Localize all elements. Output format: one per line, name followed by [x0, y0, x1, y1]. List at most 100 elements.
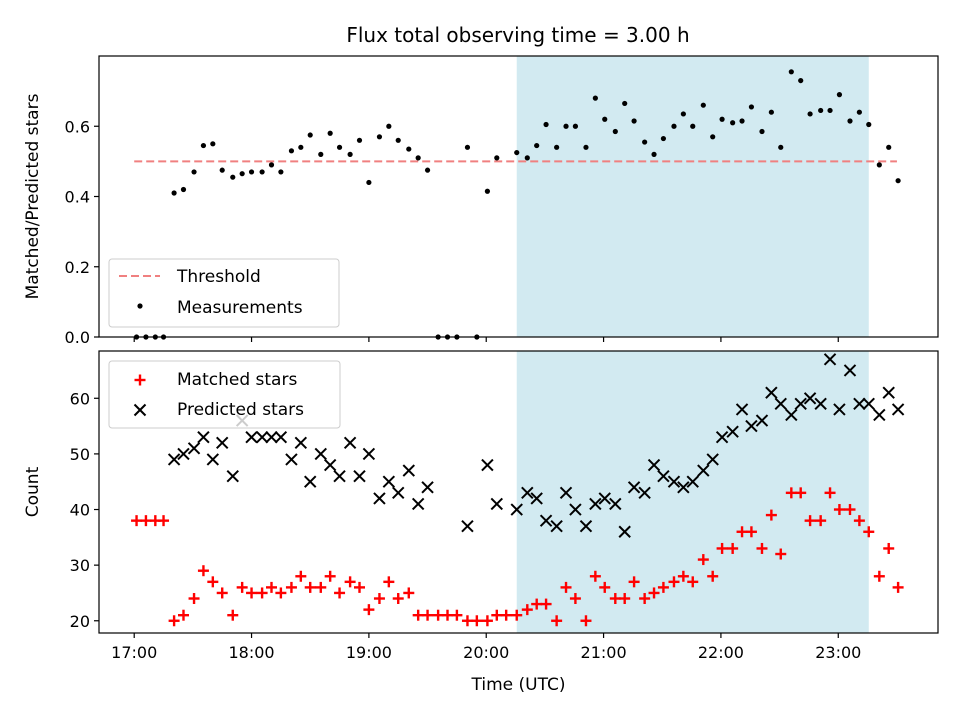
matched-stars-point: [422, 609, 434, 621]
matched-stars-point: [432, 609, 444, 621]
matched-stars-point: [442, 609, 454, 621]
measurement-point: [642, 139, 648, 145]
y-tick-label: 60: [70, 389, 90, 408]
predicted-stars-point: [755, 414, 769, 427]
measurement-point: [347, 151, 353, 157]
predicted-stars-point: [794, 397, 807, 411]
matched-stars-point: [727, 542, 739, 554]
predicted-stars-point: [765, 386, 778, 399]
top-y-axis-label: Matched/Predicted stars: [23, 93, 43, 299]
predicted-stars-point: [891, 403, 905, 416]
top-legend: Threshold Measurements: [108, 258, 340, 328]
predicted-stars-point: [343, 436, 357, 449]
predicted-stars-point: [706, 453, 719, 466]
matched-stars-point: [207, 576, 219, 588]
predicted-stars-point: [647, 458, 661, 472]
top-y-axis-ticks: 0.0 0.2 0.4 0.6: [65, 117, 99, 347]
predicted-stars-point: [657, 469, 670, 483]
matched-stars-point: [551, 615, 563, 627]
predicted-stars-point: [559, 486, 573, 500]
matched-stars-point: [892, 581, 904, 593]
predicted-stars-point: [421, 481, 434, 494]
matched-stars-point: [451, 609, 463, 621]
x-axis-label: Time (UTC): [471, 675, 566, 695]
matched-stars-point: [315, 581, 327, 593]
matched-stars-point: [471, 615, 483, 627]
predicted-stars-point: [598, 492, 611, 505]
measurement-point: [524, 155, 530, 161]
predicted-stars-point: [265, 431, 278, 444]
predicted-stars-point: [167, 453, 181, 466]
bottom-legend: Matched stars Predicted stars: [108, 360, 341, 429]
measurement-point: [886, 144, 892, 150]
predicted-stars-point: [569, 503, 582, 516]
predicted-stars-point: [686, 475, 699, 488]
matched-stars-point: [481, 615, 493, 627]
matched-stars-point: [140, 515, 152, 527]
matched-stars-point: [873, 570, 885, 582]
measurement-point: [386, 123, 392, 129]
measurement-point: [866, 121, 872, 128]
predicted-stars-point: [803, 392, 817, 405]
predicted-stars-point: [814, 397, 827, 411]
predicted-stars-point: [510, 503, 523, 516]
y-tick-label: 40: [70, 501, 90, 520]
predicted-stars-point: [392, 486, 405, 500]
matched-stars-point: [461, 615, 473, 627]
matched-stars-point: [628, 576, 640, 588]
y-tick-label: 0.0: [65, 328, 90, 347]
measurement-point: [230, 174, 236, 180]
legend-matched-label: Matched stars: [177, 370, 297, 390]
predicted-stars-point: [187, 442, 201, 455]
matched-stars-point: [609, 593, 621, 605]
measurement-point: [719, 116, 725, 122]
measurement-point: [778, 144, 784, 150]
bottom-x-axis-ticks: 17:00 18:00 19:00 20:00 21:00 22:00 23:00: [111, 633, 861, 662]
x-tick-label: 20:00: [463, 643, 509, 662]
x-tick-label: 21:00: [581, 643, 627, 662]
predicted-stars-point: [862, 397, 875, 411]
measurement-point: [856, 109, 862, 115]
matched-stars-point: [687, 576, 699, 588]
y-tick-label: 0.4: [65, 188, 90, 207]
measurement-point: [464, 144, 471, 150]
matched-stars-point: [648, 587, 660, 599]
measurement-point: [807, 111, 813, 117]
predicted-stars-point: [745, 419, 758, 433]
matched-stars-point: [334, 587, 346, 599]
x-tick-label: 19:00: [346, 643, 392, 662]
measurement-point: [876, 162, 882, 168]
matched-stars-point: [883, 542, 895, 554]
measurement-point: [554, 144, 560, 150]
predicted-stars-point: [667, 475, 681, 488]
predicted-stars-point: [481, 458, 494, 472]
predicted-stars-point: [216, 436, 229, 449]
measurement-point: [298, 144, 304, 150]
matched-stars-point: [491, 609, 503, 621]
measurement-point: [730, 120, 736, 126]
matched-stars-point: [736, 526, 748, 538]
matched-stars-point: [589, 570, 601, 582]
measurement-point: [612, 128, 618, 135]
measurement-point: [406, 146, 412, 152]
measurement-point: [327, 130, 333, 136]
matched-stars-point: [765, 509, 777, 521]
predicted-stars-point: [873, 408, 886, 422]
measurement-point: [622, 100, 628, 107]
matched-stars-point: [824, 487, 836, 499]
measurement-point: [514, 149, 520, 156]
matched-stars-point: [677, 570, 689, 582]
measurement-point: [180, 186, 187, 193]
matched-stars-point: [354, 581, 366, 593]
measurement-point: [415, 155, 421, 161]
measurement-point: [680, 111, 686, 117]
matched-stars-point: [833, 504, 845, 516]
predicted-stars-point: [461, 519, 474, 533]
matched-stars-point: [863, 526, 875, 538]
measurement-point: [700, 102, 706, 108]
predicted-stars-point: [853, 397, 866, 411]
measurement-point: [827, 107, 833, 114]
matched-stars-point: [403, 587, 415, 599]
predicted-stars-point: [579, 519, 593, 533]
measurement-point: [424, 167, 431, 173]
